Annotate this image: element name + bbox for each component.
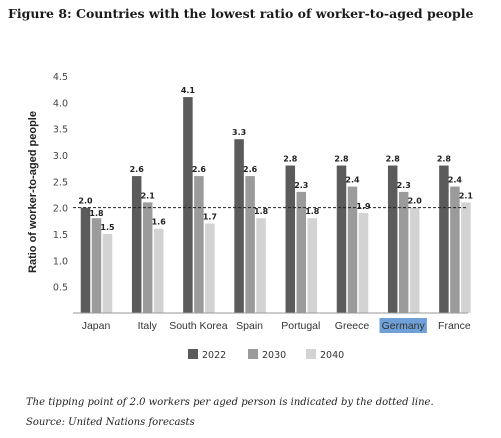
value-label: 1.9	[356, 202, 371, 211]
bar-chart: Ratio of worker-to-aged people 4.5 4.0 3.5…	[27, 72, 473, 361]
value-label: 1.8	[89, 209, 104, 218]
value-label: 2.6	[192, 165, 207, 174]
x-category-label: Portugal	[281, 320, 320, 332]
highlight-box	[379, 318, 427, 333]
y-tick-label: 3.5	[53, 125, 68, 136]
y-tick-label: 4.5	[53, 72, 68, 83]
y-tick-label: 1.5	[53, 230, 68, 241]
y-tick-label: 0.5	[53, 283, 68, 294]
value-label: 3.3	[232, 128, 246, 137]
bar-spain-2030	[245, 176, 255, 313]
legend-label-2030: 2030	[262, 350, 286, 361]
value-label: 2.0	[78, 197, 93, 206]
bar-japan-2022	[80, 207, 91, 313]
bar-spain-2022	[234, 139, 244, 313]
bar-south-korea-2022	[183, 97, 193, 313]
tipping-point-note: The tipping point of 2.0 workers per age…	[26, 397, 434, 408]
bar-greece-2030	[347, 186, 358, 313]
legend-swatch-2030	[248, 349, 258, 359]
value-label: 2.1	[459, 191, 474, 200]
bar-greece-2022	[336, 165, 347, 313]
bar-portugal-2040	[307, 218, 318, 313]
x-category-label: Japan	[82, 320, 111, 332]
value-label: 2.8	[283, 155, 298, 164]
value-label: 2.8	[334, 155, 349, 164]
legend-label-2022: 2022	[202, 350, 226, 361]
bar-italy-2030	[142, 202, 153, 313]
bars-group	[80, 97, 471, 313]
source-note: Source: United Nations forecasts	[26, 417, 195, 428]
bar-portugal-2022	[285, 165, 296, 313]
x-axis-category-labels: Japan Italy South Korea Spain Portugal Greece…	[82, 318, 471, 333]
value-label: 1.6	[152, 218, 167, 227]
bar-spain-2040	[256, 218, 266, 313]
x-category-label: France	[438, 320, 471, 332]
bar-france-2022	[439, 165, 449, 313]
bar-germany-2022	[387, 165, 398, 313]
value-label: 2.6	[130, 165, 145, 174]
value-label: 1.5	[100, 223, 115, 232]
value-label: 2.0	[408, 197, 423, 206]
value-label: 2.8	[386, 155, 401, 164]
value-label: 2.3	[294, 181, 308, 190]
x-category-label: South Korea	[169, 320, 228, 332]
bar-france-2030	[450, 186, 460, 313]
x-category-label: Germany	[382, 320, 426, 332]
bar-germany-2030	[398, 191, 409, 313]
value-label: 1.8	[254, 207, 269, 216]
value-label: 2.1	[141, 191, 156, 200]
bar-japan-2030	[91, 218, 102, 313]
bar-germany-2040	[409, 207, 420, 313]
value-label: 2.4	[345, 176, 360, 185]
legend: 2022 2030 2040	[188, 349, 344, 361]
value-label: 2.6	[243, 165, 258, 174]
value-label: 2.4	[448, 176, 463, 185]
legend-swatch-2040	[306, 349, 316, 359]
y-tick-label: 1.0	[53, 256, 68, 267]
y-tick-label: 4.0	[53, 98, 68, 109]
value-label: 1.7	[203, 212, 217, 221]
value-label: 1.8	[305, 207, 320, 216]
bar-portugal-2030	[296, 191, 307, 313]
bar-france-2040	[461, 202, 471, 313]
bar-greece-2040	[358, 212, 369, 313]
legend-swatch-2022	[188, 349, 198, 359]
y-tick-label: 3.0	[53, 151, 68, 162]
legend-label-2040: 2040	[320, 350, 344, 361]
value-label: 2.3	[397, 181, 411, 190]
value-label: 2.8	[437, 155, 452, 164]
bar-south-korea-2030	[194, 176, 204, 313]
bar-south-korea-2040	[205, 223, 215, 313]
y-tick-label: 2.5	[53, 177, 68, 188]
bar-italy-2040	[153, 228, 164, 313]
y-axis-ticks: 4.5 4.0 3.5 3.0 2.5 2.0 1.5 1.0 0.5	[53, 72, 68, 294]
x-category-label: Spain	[236, 320, 263, 332]
figure-title: Figure 8: Countries with the lowest rati…	[8, 6, 474, 21]
bar-italy-2022	[131, 176, 142, 313]
bar-japan-2040	[102, 234, 113, 313]
x-category-label: Italy	[138, 320, 158, 332]
y-axis-label: Ratio of worker-to-aged people	[27, 111, 39, 273]
value-label: 4.1	[181, 86, 196, 95]
x-category-label: Greece	[335, 320, 370, 332]
y-tick-label: 2.0	[53, 204, 68, 215]
value-labels-group: 2.0 1.8 1.5 2.6 2.1 1.6 4.1 2.6 1.7 3.3 2.6 1.8 2.8 2…	[78, 86, 473, 232]
